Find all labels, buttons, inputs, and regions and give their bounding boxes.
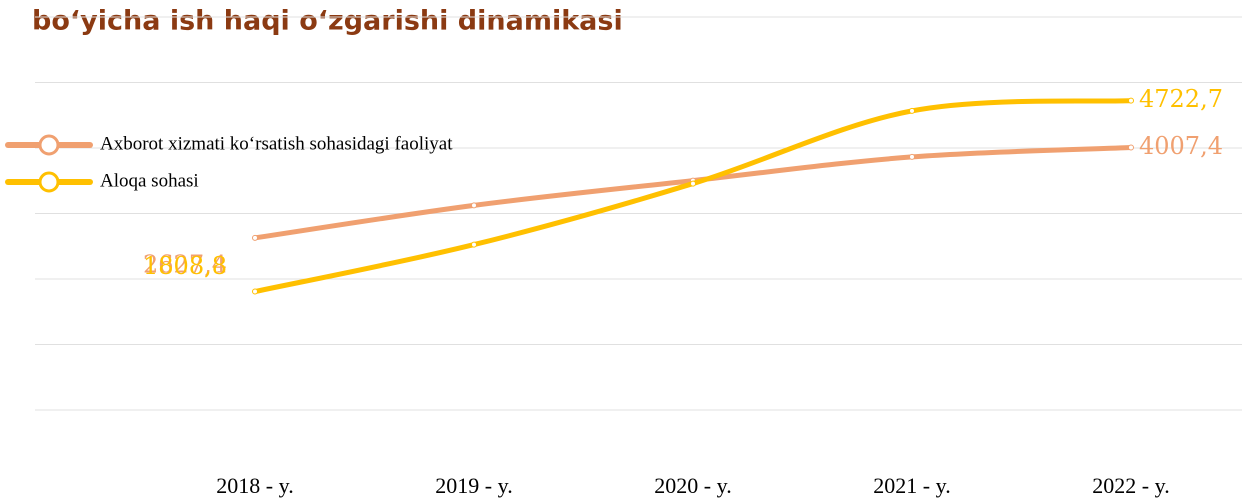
legend-label: Aloqa sohasi	[100, 170, 199, 191]
point	[252, 288, 258, 295]
data-label: 4007,4	[1139, 132, 1223, 160]
point	[1128, 144, 1134, 151]
x-tick-label: 2018 - y.	[216, 473, 293, 498]
chart-title: bo‘yicha ish haqi o‘zgarishi dinamikasi	[32, 6, 623, 37]
data-label: 4722,7	[1139, 85, 1223, 113]
legend-marker	[38, 134, 60, 156]
x-tick-label: 2021 - y.	[873, 473, 950, 498]
point	[252, 234, 258, 241]
point	[690, 180, 696, 187]
point	[471, 202, 477, 209]
x-tick-label: 2022 - y.	[1092, 473, 1169, 498]
point	[471, 241, 477, 248]
legend-label: Axborot xizmati ko‘rsatish sohasidagi fa…	[100, 133, 453, 154]
legend-marker	[38, 171, 60, 193]
point	[909, 153, 915, 160]
point	[909, 107, 915, 114]
point	[1128, 97, 1134, 104]
data-label: 1808,8	[143, 252, 227, 280]
data-label: 2627,4	[143, 250, 227, 278]
x-tick-label: 2019 - y.	[435, 473, 512, 498]
x-tick-label: 2020 - y.	[654, 473, 731, 498]
